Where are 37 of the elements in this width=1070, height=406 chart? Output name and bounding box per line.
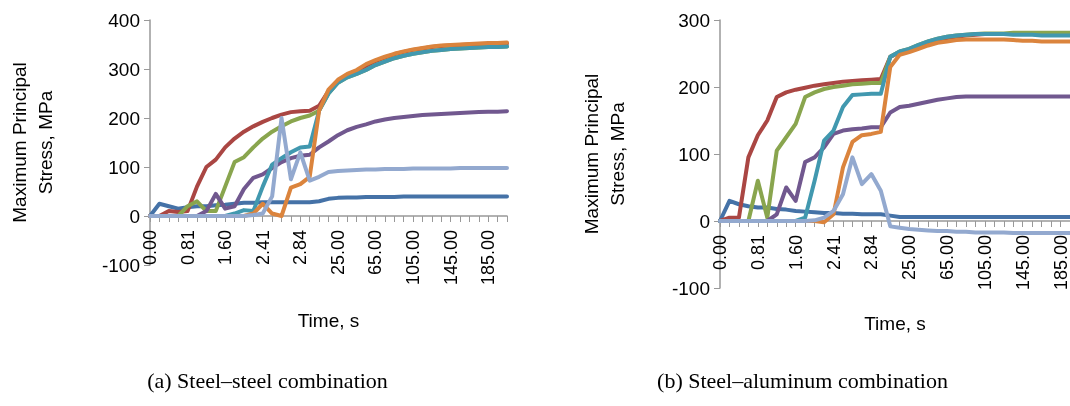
- y-axis-title: Maximum Principal Stress, MPa: [580, 73, 628, 235]
- x-axis-title: Time, s: [297, 310, 360, 331]
- x-tick-label: 2.84: [290, 230, 311, 266]
- y-tick-label: -100: [101, 254, 140, 276]
- y-tick-label: 400: [108, 9, 140, 31]
- x-tick-label: 65.00: [365, 230, 386, 276]
- x-tick-label: 0.00: [140, 230, 160, 266]
- x-tick-label: 1.60: [215, 230, 236, 266]
- x-tick-label: 105.00: [403, 230, 424, 286]
- x-tick-label: 185.00: [478, 230, 499, 286]
- y-axis-title: Maximum Principal Stress, MPa: [8, 62, 56, 223]
- y-tick-label: 300: [108, 58, 140, 80]
- x-tick-label: 185.00: [1050, 235, 1070, 291]
- x-tick-label: 1.60: [785, 235, 806, 271]
- x-tick-label: 0.00: [710, 235, 730, 271]
- x-tick-label: 2.41: [252, 230, 273, 266]
- x-tick-label: 0.81: [747, 235, 768, 271]
- x-tick-label: 105.00: [974, 235, 995, 291]
- x-axis-title: Time, s: [864, 313, 926, 334]
- y-tick-label: 0: [699, 210, 710, 232]
- y-tick-label: 100: [678, 143, 710, 165]
- y-tick-label: 200: [108, 107, 140, 129]
- y-tick-label: 200: [678, 76, 710, 98]
- y-tick-label: -100: [671, 277, 710, 299]
- x-tick-label: 0.81: [177, 230, 198, 266]
- x-tick-label: 65.00: [937, 235, 958, 281]
- y-tick-label: 300: [678, 9, 710, 31]
- text: (a) Steel–steel combination: [147, 367, 388, 393]
- x-tick-label: 25.00: [327, 230, 348, 276]
- x-tick-label: 25.00: [899, 235, 920, 281]
- x-tick-label: 2.41: [823, 235, 844, 271]
- y-tick-label: 100: [108, 156, 140, 178]
- text: (b) Steel–aluminum combination: [657, 367, 948, 393]
- x-tick-label: 2.84: [861, 235, 882, 271]
- x-tick-label: 145.00: [1012, 235, 1033, 291]
- x-tick-label: 145.00: [440, 230, 461, 286]
- y-tick-label: 0: [129, 205, 140, 227]
